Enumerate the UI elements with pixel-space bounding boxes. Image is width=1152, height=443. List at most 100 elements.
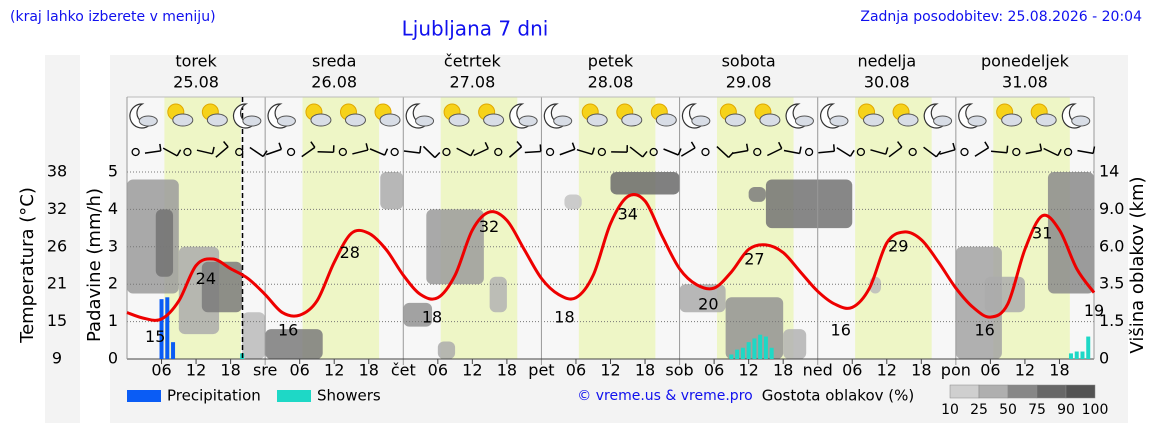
wind-barb: [923, 146, 937, 158]
cloud-blob: [437, 341, 456, 359]
wind-barb: [508, 146, 523, 158]
wind-barb-tick: [516, 140, 523, 148]
y-tick-label: 3: [108, 236, 118, 255]
wind-barb: [249, 146, 264, 158]
wind-barb: [524, 150, 541, 154]
wind-barb-tick: [935, 150, 942, 158]
cloud-blob: [242, 312, 266, 359]
temperature-label: 15: [145, 327, 165, 346]
wind-barb-tick: [896, 141, 903, 148]
density-label: 100: [1082, 402, 1109, 418]
wind-barb: [939, 149, 956, 155]
wind-barb-tick: [470, 149, 475, 157]
wind-barb: [716, 145, 730, 159]
wind-barb-tick: [223, 141, 229, 148]
wind-barb: [680, 147, 696, 157]
precip-bar: [1074, 351, 1079, 359]
temperature-tick-label: 21: [47, 274, 67, 293]
wind-calm: [960, 147, 969, 157]
wind-calm: [649, 147, 658, 157]
precip-bar: [159, 299, 164, 359]
wind-barb: [162, 147, 178, 157]
day-name: petek: [588, 52, 634, 71]
daylight-band: [855, 97, 932, 359]
cloud-blob: [201, 261, 243, 313]
wind-calm: [545, 147, 555, 157]
daylight-band: [302, 97, 380, 359]
wind-barb-tick: [745, 143, 749, 151]
wind-barb: [301, 146, 316, 158]
precip-bar: [1086, 336, 1091, 359]
wind-barb: [1043, 147, 1059, 157]
wind-calm: [390, 147, 399, 157]
wind-barb-tick: [262, 150, 268, 157]
cloud-tick-label: 1.5: [1099, 311, 1124, 330]
day-date: 27.08: [449, 73, 495, 92]
plot-layer: torek 25.08 sreda 26.08 četrtek 27.08 petek 28.…: [47, 52, 1125, 380]
density-swatch: [978, 384, 1009, 399]
x-tick-label: 12: [1015, 361, 1035, 380]
chart-title: Ljubljana 7 dni: [402, 17, 549, 41]
x-tick-label: 18: [220, 361, 240, 380]
cloud-blob: [783, 329, 807, 359]
wind-calm: [1012, 147, 1021, 157]
icon-cloud: [724, 113, 746, 127]
wind-barb-tick: [832, 144, 836, 152]
x-tick-label: 18: [635, 361, 655, 380]
cloud-blob: [1047, 172, 1094, 294]
wind-calm: [338, 147, 347, 157]
precip-bar: [729, 354, 734, 359]
wind-barb: [473, 147, 489, 157]
wind-calm: [131, 147, 140, 157]
icon-cloud: [242, 115, 262, 127]
icon-cloud: [206, 113, 228, 127]
wind-barb: [196, 149, 213, 155]
cloud-blob: [748, 186, 766, 202]
temperature-label: 34: [618, 204, 638, 223]
wind-calm: [753, 147, 762, 157]
cloud-tick-label: 6.0: [1099, 236, 1124, 255]
wind-barb-tick: [159, 143, 162, 151]
cloud-blob: [765, 179, 853, 229]
wind-barb-tick: [642, 150, 648, 158]
wind-barb: [629, 146, 644, 158]
icon-cloud: [967, 115, 987, 127]
wind-barb: [559, 148, 576, 156]
precip-bar: [1080, 351, 1085, 359]
icon-cloud: [621, 113, 643, 127]
day-name: nedelja: [857, 52, 916, 71]
wind-barb: [888, 146, 903, 158]
day-name: ponedeljek: [981, 52, 1070, 71]
wind-barb: [576, 148, 593, 156]
icon-cloud: [691, 115, 711, 127]
wind-barb: [215, 146, 229, 158]
temperature-label: 19: [1084, 301, 1104, 320]
cloud-blob: [679, 284, 726, 313]
icon-cloud: [483, 113, 505, 127]
temperature-tick-label: 9: [52, 349, 62, 368]
x-tick-label: sre: [253, 361, 277, 380]
legend-label: Precipitation: [167, 387, 261, 405]
x-tick-label: pet: [528, 361, 554, 380]
day-name: sobota: [722, 52, 776, 71]
x-tick-label: 06: [151, 361, 171, 380]
wind-barb-tick: [1039, 143, 1043, 151]
x-tick-label: 18: [1049, 361, 1069, 380]
x-tick-label: 18: [359, 361, 379, 380]
cloud-blob: [955, 246, 1002, 359]
temperature-label: 28: [340, 243, 360, 262]
wind-barb: [456, 147, 472, 157]
cloud-blob: [380, 172, 404, 210]
x-tick-label: 12: [738, 361, 758, 380]
density-label: 25: [970, 402, 988, 418]
density-legend-title: Gostota oblakov (%): [762, 387, 915, 405]
wind-barb: [818, 150, 835, 154]
icon-cloud: [759, 113, 781, 127]
y-tick-label: 1: [108, 311, 118, 330]
x-tick-label: 12: [186, 361, 206, 380]
wind-barb-tick: [484, 141, 489, 149]
icon-cloud: [933, 115, 953, 127]
wind-barb: [369, 148, 386, 156]
icon-cloud: [172, 113, 194, 127]
x-tick-label: ned: [803, 361, 833, 380]
